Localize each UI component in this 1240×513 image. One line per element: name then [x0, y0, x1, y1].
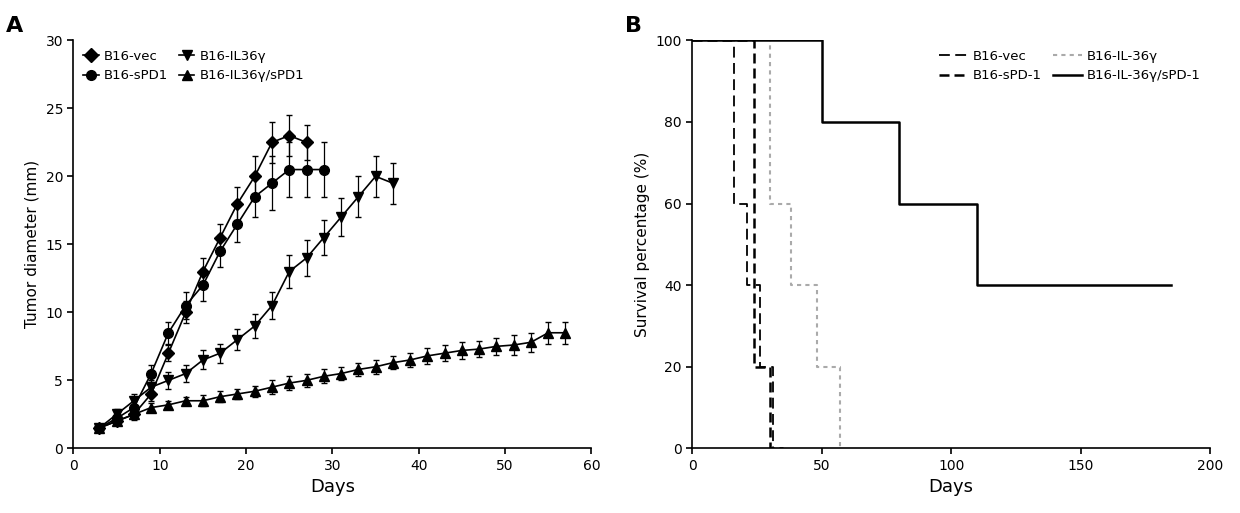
B16-IL-36γ/sPD-1 [970, 282, 985, 288]
B16-IL-36γ/sPD-1 [970, 201, 985, 207]
B16-IL-36γ [810, 364, 825, 370]
B16-IL-36γ [810, 282, 825, 288]
X-axis label: Days: Days [929, 478, 973, 497]
X-axis label: Days: Days [310, 478, 355, 497]
B16-sPD-1 [763, 364, 777, 370]
B16-IL-36γ [763, 37, 777, 44]
B16-vec [727, 37, 742, 44]
B16-sPD-1 [746, 364, 761, 370]
B16-IL-36γ [763, 201, 777, 207]
B16-vec [753, 282, 768, 288]
B16-vec [753, 364, 768, 370]
B16-IL-36γ/sPD-1 [815, 37, 830, 44]
B16-sPD-1 [775, 445, 790, 451]
Line: B16-vec: B16-vec [692, 41, 773, 448]
B16-sPD-1 [684, 37, 699, 44]
B16-sPD-1 [763, 445, 777, 451]
B16-IL-36γ/sPD-1 [892, 119, 906, 125]
B16-IL-36γ [832, 445, 847, 451]
Y-axis label: Survival percentage (%): Survival percentage (%) [635, 152, 650, 337]
B16-vec [684, 37, 699, 44]
B16-IL-36γ/sPD-1 [684, 37, 699, 44]
B16-vec [727, 201, 742, 207]
B16-IL-36γ/sPD-1 [815, 119, 830, 125]
Legend: B16-vec, B16-sPD-1, B16-IL-36γ, B16-IL-36γ/sPD-1: B16-vec, B16-sPD-1, B16-IL-36γ, B16-IL-3… [936, 47, 1204, 85]
B16-IL-36γ [784, 201, 799, 207]
Legend: B16-vec, B16-sPD1, B16-IL36γ, B16-IL36γ/sPD1: B16-vec, B16-sPD1, B16-IL36γ, B16-IL36γ/… [81, 47, 308, 85]
Line: B16-sPD-1: B16-sPD-1 [692, 41, 782, 448]
Text: B: B [625, 16, 642, 36]
B16-vec [765, 445, 780, 451]
Text: A: A [6, 16, 24, 36]
B16-vec [739, 201, 754, 207]
Line: B16-IL-36γ: B16-IL-36γ [692, 41, 839, 448]
B16-IL-36γ/sPD-1 [1164, 282, 1179, 288]
B16-IL-36γ/sPD-1 [892, 201, 906, 207]
B16-IL-36γ [832, 364, 847, 370]
B16-sPD-1 [775, 445, 790, 451]
Y-axis label: Tumor diameter (mm): Tumor diameter (mm) [25, 160, 40, 328]
B16-sPD-1 [746, 37, 761, 44]
B16-IL-36γ [784, 282, 799, 288]
B16-IL-36γ [684, 37, 699, 44]
B16-vec [739, 282, 754, 288]
B16-vec [765, 364, 780, 370]
Line: B16-IL-36γ/sPD-1: B16-IL-36γ/sPD-1 [692, 41, 1172, 285]
